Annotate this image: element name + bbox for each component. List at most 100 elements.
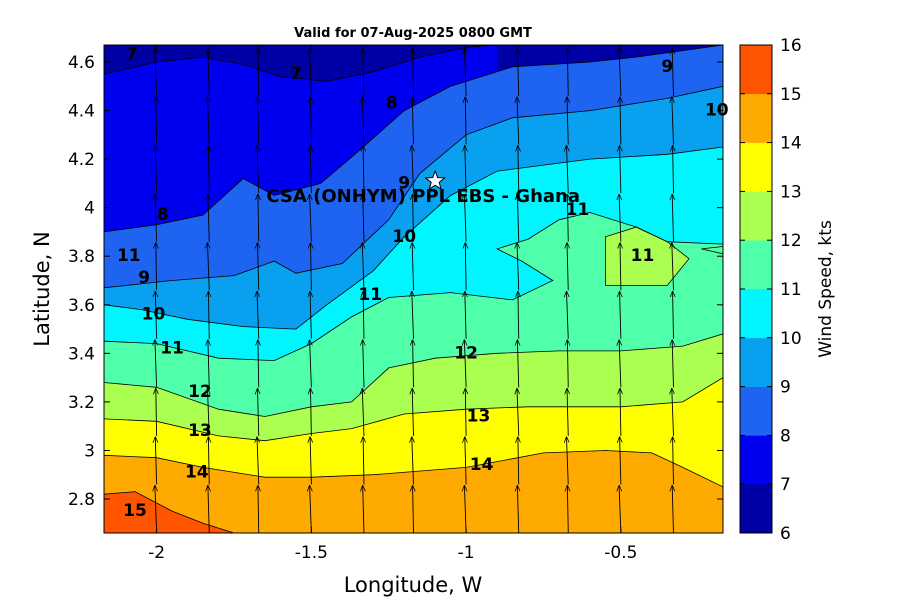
wind-arrow: [363, 486, 364, 533]
wind-arrow: [363, 49, 364, 96]
wind-arrow: [208, 486, 209, 533]
wind-arrow: [567, 97, 568, 145]
contour-line-11: [104, 212, 723, 362]
wind-arrow: [208, 437, 209, 485]
wind-arrow: [672, 340, 673, 388]
wind-arrow: [208, 45, 210, 48]
wind-arrow: [517, 97, 519, 145]
wind-arrow: [413, 49, 414, 96]
wind-arrow: [208, 146, 209, 194]
colorbar-tick-label: 9: [780, 378, 791, 398]
colorbar-band-11: [740, 240, 772, 290]
wind-arrow: [567, 49, 568, 96]
wind-arrow: [517, 49, 518, 96]
wind-arrow: [672, 45, 674, 48]
wind-arrow: [310, 340, 312, 388]
wind-arrow: [155, 486, 157, 533]
contour-labels: 7 7 8 9 10 8 9 9 10 10 11 11 11 11 11 12 12 13 13 14 14 15: [117, 45, 729, 521]
wind-arrow: [310, 292, 311, 339]
wind-arrow: [673, 146, 674, 194]
wind-arrow: [258, 194, 259, 242]
y-tick-label: 3: [84, 441, 95, 461]
x-tick-label: -1.5: [295, 543, 328, 563]
wind-vectors: [155, 45, 674, 533]
wind-arrow: [567, 340, 568, 388]
contour-label: 7: [126, 45, 138, 65]
colorbar-tick-label: 7: [780, 475, 791, 495]
contour-label: 13: [467, 407, 491, 427]
wind-arrow: [363, 340, 364, 388]
colorbar-tick-label: 14: [780, 134, 802, 154]
wind-arrow: [156, 389, 157, 436]
wind-arrow: [672, 49, 673, 96]
wind-arrow: [465, 146, 466, 194]
wind-arrow: [155, 340, 157, 388]
contour-label: 7: [290, 64, 302, 84]
wind-arrow: [620, 243, 621, 291]
colorbar: 6 7 8 9 10 11 12 13 14 15 16: [739, 36, 802, 544]
wind-arrow: [465, 243, 466, 291]
y-tick-label: 4.6: [68, 53, 95, 73]
y-tick-label: 4: [84, 199, 95, 219]
wind-arrow: [464, 486, 466, 533]
colorbar-tick-label: 12: [780, 231, 802, 251]
y-tick-label: 3.2: [68, 393, 95, 413]
wind-arrow: [413, 194, 414, 242]
wind-arrow: [208, 292, 209, 339]
wind-arrow: [567, 45, 569, 48]
wind-arrow: [258, 486, 259, 533]
wind-arrow: [517, 243, 519, 291]
wind-arrow: [567, 146, 569, 194]
contour-label: 10: [392, 227, 416, 247]
wind-arrow: [155, 292, 156, 339]
colorbar-tick-label: 6: [780, 524, 791, 544]
colorbar-tick-label: 8: [780, 426, 791, 446]
wind-arrow: [619, 49, 621, 97]
wind-arrow: [464, 340, 466, 388]
wind-arrow: [567, 194, 568, 242]
wind-arrow: [257, 292, 259, 339]
wind-arrow: [311, 243, 312, 291]
colorbar-tick-label: 11: [780, 280, 802, 300]
wind-arrow: [567, 292, 569, 339]
wind-arrow: [464, 194, 466, 242]
wind-arrow: [412, 146, 414, 194]
y-tick-label: 3.4: [68, 344, 95, 364]
colorbar-band-15: [740, 45, 772, 95]
wind-arrow: [465, 437, 466, 485]
wind-arrow: [620, 389, 621, 436]
x-tick-label: -0.5: [604, 543, 637, 563]
wind-arrow: [412, 97, 413, 145]
wind-arrow: [363, 194, 364, 242]
contour-label: 12: [188, 382, 212, 402]
wind-arrow: [620, 437, 621, 485]
wind-arrow: [155, 194, 157, 242]
wind-arrow: [311, 389, 312, 436]
site-marker: CSA (ONHYM) PPL EBS - Ghana: [266, 169, 580, 207]
wind-arrow: [310, 146, 311, 194]
colorbar-band-8: [740, 386, 772, 436]
plot-area: [104, 45, 723, 533]
x-tick-label: -1: [458, 543, 475, 563]
x-axis-ticks: -2 -1.5 -1 -0.5: [148, 45, 637, 563]
wind-arrow: [363, 146, 364, 194]
colorbar-tick-label: 13: [780, 182, 802, 202]
wind-arrow: [412, 389, 413, 436]
wind-arrow: [310, 486, 312, 533]
contour-label: 14: [185, 462, 209, 482]
contour-line-13: [104, 377, 723, 442]
colorbar-band-7: [740, 435, 772, 485]
wind-arrow: [673, 437, 674, 485]
wind-arrow: [258, 243, 259, 291]
wind-arrow: [258, 49, 259, 96]
wind-arrow: [465, 292, 466, 339]
contour-label: 10: [142, 305, 166, 325]
wind-arrow: [363, 292, 364, 339]
x-axis-label: Longitude, W: [344, 573, 483, 597]
band-11-patch: [701, 246, 723, 255]
colorbar-tick-label: 16: [780, 36, 802, 56]
colorbar-band-12: [740, 191, 772, 241]
wind-arrow: [363, 437, 364, 485]
wind-arrow: [258, 45, 260, 48]
contour-line-15: [104, 491, 235, 533]
